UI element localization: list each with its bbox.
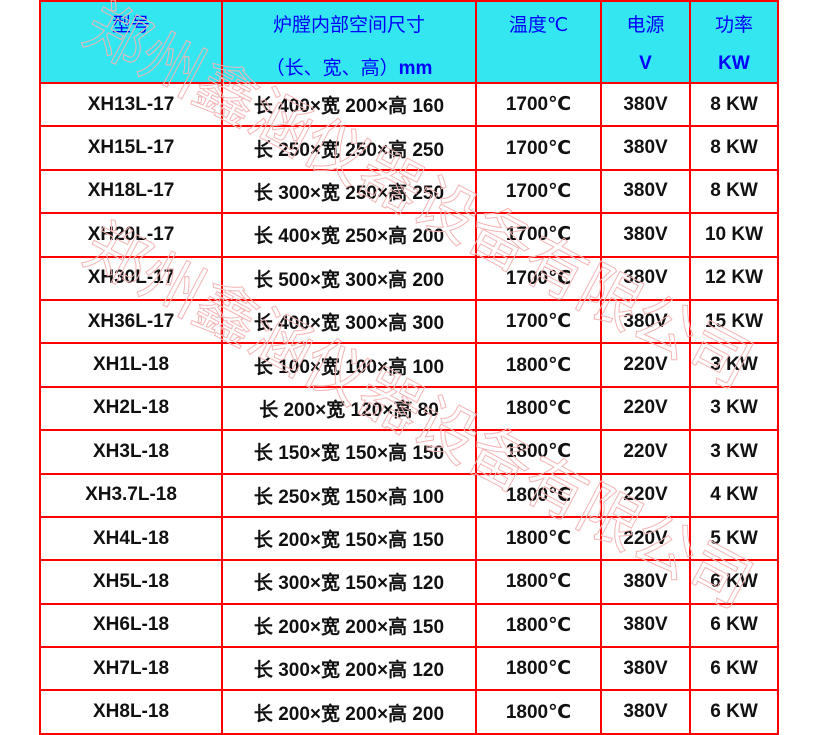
header-model: 型号 (39, 0, 223, 84)
cell-temp: 1800℃ (475, 646, 602, 692)
cell-temp: 1800℃ (475, 602, 602, 649)
cell-voltage: 220V (600, 515, 691, 562)
cell-size: 长 200×宽 200×高 150 (221, 602, 477, 649)
cell-temp: 1700℃ (475, 125, 602, 171)
cell-voltage: 380V (600, 212, 691, 258)
cell-voltage: 220V (600, 385, 691, 432)
table-row: XH8L-18 长 200×宽 200×高 200 1800℃ 380V 6 KW (39, 689, 779, 735)
cell-size: 长 250×宽 150×高 100 (221, 472, 477, 518)
cell-temp: 1800℃ (475, 342, 602, 388)
cell-temp: 1800℃ (475, 689, 602, 735)
table-row: XH36L-17 长 400×宽 300×高 300 1700℃ 380V 15 KW (39, 298, 779, 345)
cell-temp: 1800℃ (475, 385, 602, 432)
cell-temp: 1700℃ (475, 81, 602, 128)
cell-power: 8 KW (689, 125, 779, 171)
cell-temp: 1700℃ (475, 298, 602, 345)
cell-size: 长 300×宽 150×高 120 (221, 559, 477, 605)
cell-temp: 1700℃ (475, 255, 602, 301)
cell-power: 12 KW (689, 255, 779, 301)
cell-power: 6 KW (689, 602, 779, 649)
header-power-supply: 电源 V (600, 0, 691, 84)
table-row: XH30L-17 长 500×宽 300×高 200 1700℃ 380V 12 KW (39, 255, 779, 301)
cell-voltage: 220V (600, 342, 691, 388)
cell-model: XH6L-18 (39, 602, 223, 649)
table-row: XH13L-17 长 400×宽 200×高 160 1700℃ 380V 8 KW (39, 81, 779, 128)
cell-size: 长 400×宽 200×高 160 (221, 81, 477, 128)
table-row: XH20L-17 长 400×宽 250×高 200 1700℃ 380V 10 KW (39, 212, 779, 258)
cell-power: 3 KW (689, 385, 779, 432)
cell-voltage: 380V (600, 81, 691, 128)
cell-size: 长 500×宽 300×高 200 (221, 255, 477, 301)
cell-model: XH7L-18 (39, 646, 223, 692)
cell-voltage: 220V (600, 429, 691, 475)
header-temperature: 温度℃ (475, 0, 602, 84)
cell-model: XH3.7L-18 (39, 472, 223, 518)
cell-voltage: 380V (600, 602, 691, 649)
cell-voltage: 220V (600, 472, 691, 518)
cell-voltage: 380V (600, 125, 691, 171)
cell-voltage: 380V (600, 646, 691, 692)
table-row: XH2L-18 长 200×宽 120×高 80 1800℃ 220V 3 KW (39, 385, 779, 432)
cell-voltage: 380V (600, 559, 691, 605)
cell-temp: 1800℃ (475, 559, 602, 605)
cell-model: XH36L-17 (39, 298, 223, 345)
cell-power: 3 KW (689, 429, 779, 475)
cell-size: 长 100×宽 100×高 100 (221, 342, 477, 388)
cell-size: 长 150×宽 150×高 150 (221, 429, 477, 475)
header-power: 功率 KW (689, 0, 779, 84)
cell-size: 长 300×宽 250×高 250 (221, 168, 477, 215)
table-row: XH3L-18 长 150×宽 150×高 150 1800℃ 220V 3 KW (39, 429, 779, 475)
cell-temp: 1800℃ (475, 472, 602, 518)
cell-temp: 1800℃ (475, 515, 602, 562)
cell-model: XH5L-18 (39, 559, 223, 605)
cell-model: XH4L-18 (39, 515, 223, 562)
cell-power: 6 KW (689, 559, 779, 605)
header-row: 型号 炉膛内部空间尺寸 （长、宽、高）mm 温度℃ 电源 V 功率 KW (39, 0, 779, 84)
cell-power: 6 KW (689, 689, 779, 735)
table-row: XH15L-17 长 250×宽 250×高 250 1700℃ 380V 8 KW (39, 125, 779, 171)
cell-model: XH8L-18 (39, 689, 223, 735)
cell-size: 长 200×宽 200×高 200 (221, 689, 477, 735)
cell-power: 4 KW (689, 472, 779, 518)
cell-power: 10 KW (689, 212, 779, 258)
cell-power: 8 KW (689, 81, 779, 128)
cell-voltage: 380V (600, 255, 691, 301)
cell-temp: 1700℃ (475, 168, 602, 215)
cell-power: 5 KW (689, 515, 779, 562)
cell-model: XH15L-17 (39, 125, 223, 171)
table-row: XH3.7L-18 长 250×宽 150×高 100 1800℃ 220V 4 KW (39, 472, 779, 518)
table-row: XH7L-18 长 300×宽 200×高 120 1800℃ 380V 6 KW (39, 646, 779, 692)
cell-power: 15 KW (689, 298, 779, 345)
cell-power: 8 KW (689, 168, 779, 215)
spec-table: 型号 炉膛内部空间尺寸 （长、宽、高）mm 温度℃ 电源 V 功率 KW XH13L… (39, 0, 779, 735)
cell-size: 长 250×宽 250×高 250 (221, 125, 477, 171)
cell-size: 长 200×宽 150×高 150 (221, 515, 477, 562)
cell-size: 长 400×宽 300×高 300 (221, 298, 477, 345)
cell-model: XH13L-17 (39, 81, 223, 128)
cell-model: XH2L-18 (39, 385, 223, 432)
table-row: XH6L-18 长 200×宽 200×高 150 1800℃ 380V 6 KW (39, 602, 779, 649)
cell-model: XH18L-17 (39, 168, 223, 215)
header-chamber-size: 炉膛内部空间尺寸 （长、宽、高）mm (221, 0, 477, 84)
cell-voltage: 380V (600, 168, 691, 215)
table-row: XH1L-18 长 100×宽 100×高 100 1800℃ 220V 3 KW (39, 342, 779, 388)
cell-size: 长 300×宽 200×高 120 (221, 646, 477, 692)
cell-size: 长 400×宽 250×高 200 (221, 212, 477, 258)
cell-temp: 1800℃ (475, 429, 602, 475)
table-row: XH18L-17 长 300×宽 250×高 250 1700℃ 380V 8 KW (39, 168, 779, 215)
table-row: XH4L-18 长 200×宽 150×高 150 1800℃ 220V 5 KW (39, 515, 779, 562)
cell-voltage: 380V (600, 689, 691, 735)
table-row: XH5L-18 长 300×宽 150×高 120 1800℃ 380V 6 KW (39, 559, 779, 605)
cell-model: XH20L-17 (39, 212, 223, 258)
cell-model: XH3L-18 (39, 429, 223, 475)
cell-model: XH1L-18 (39, 342, 223, 388)
cell-power: 3 KW (689, 342, 779, 388)
cell-power: 6 KW (689, 646, 779, 692)
cell-model: XH30L-17 (39, 255, 223, 301)
cell-size: 长 200×宽 120×高 80 (221, 385, 477, 432)
cell-temp: 1700℃ (475, 212, 602, 258)
cell-voltage: 380V (600, 298, 691, 345)
